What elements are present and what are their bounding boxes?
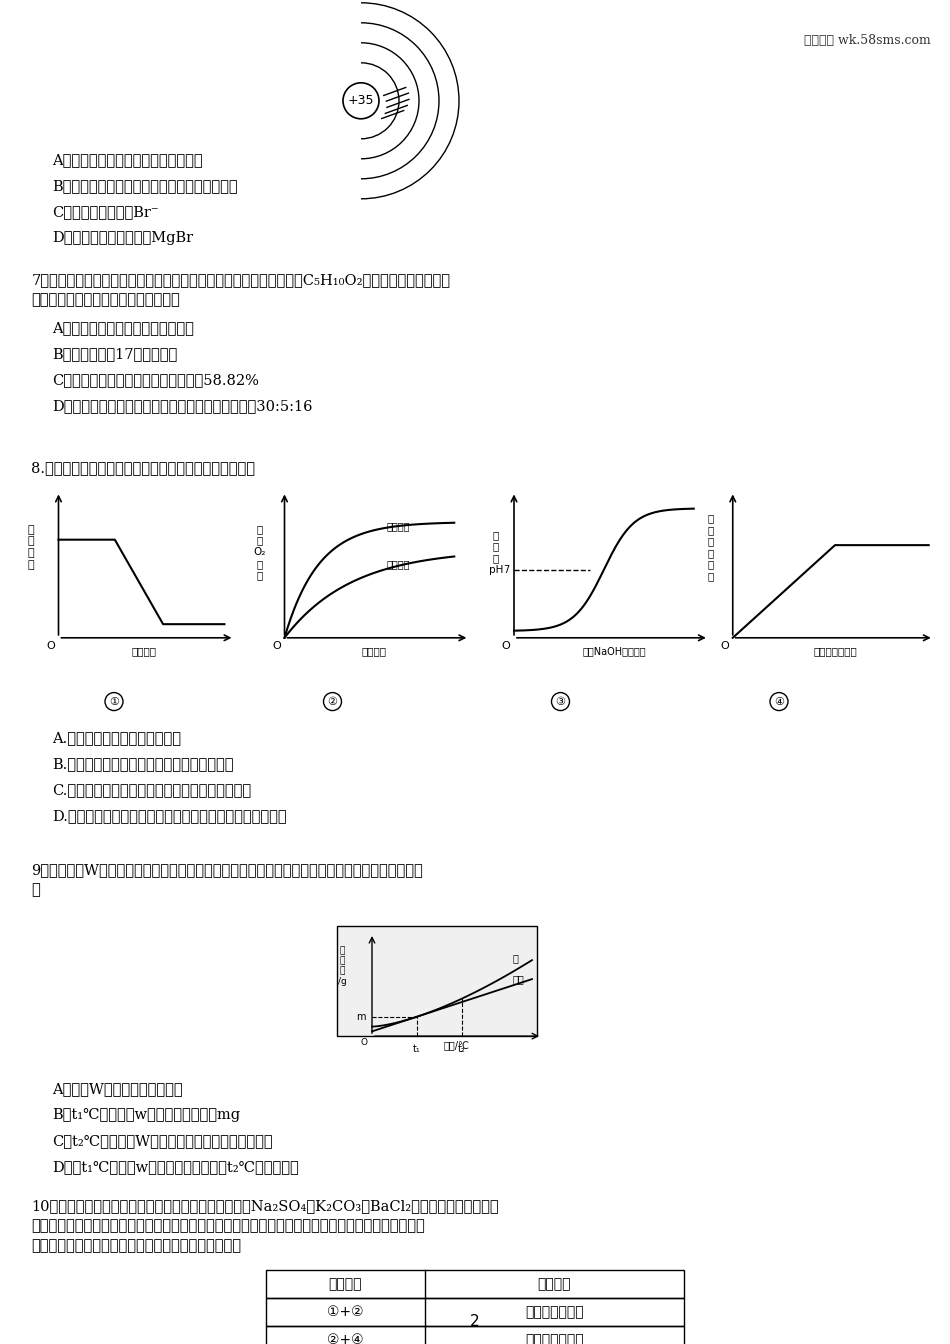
Text: D．溴化镁的化学可能为MgBr: D．溴化镁的化学可能为MgBr [52, 231, 194, 245]
Text: 有白色沉淀生成: 有白色沉淀生成 [525, 1333, 583, 1344]
Text: ②: ② [328, 696, 337, 707]
Text: 有催化剂: 有催化剂 [387, 520, 409, 531]
Text: A．物质W能溶解在水和乙醇中: A．物质W能溶解在水和乙醇中 [52, 1082, 182, 1095]
Text: ）: ） [31, 883, 40, 896]
Text: 固
体
质
量: 固 体 质 量 [28, 524, 34, 570]
Text: D．将t₁℃时物质w的饱和水溶液升温至t₂℃有晶体析出: D．将t₁℃时物质w的饱和水溶液升温至t₂℃有晶体析出 [52, 1160, 299, 1173]
Text: 乙醇: 乙醇 [513, 974, 524, 984]
Text: 7: 7 [503, 564, 509, 575]
Text: B.②用等质量、等浓度的双氧水分别制取氧气: B.②用等质量、等浓度的双氧水分别制取氧气 [52, 757, 234, 771]
Text: +35: +35 [348, 94, 374, 108]
Text: t₂: t₂ [458, 1044, 466, 1054]
Text: 溶
质
质
量
分
数: 溶 质 质 量 分 数 [708, 513, 713, 581]
Text: 反应时间: 反应时间 [362, 646, 387, 656]
Text: 水: 水 [513, 953, 519, 964]
Text: 生
成
O₂
质
量: 生 成 O₂ 质 量 [254, 524, 266, 581]
Text: ①+②: ①+② [327, 1305, 364, 1318]
Text: B．丁酸甲酯由17个原子构成: B．丁酸甲酯由17个原子构成 [52, 347, 178, 360]
Text: C．丁酸甲酯中氧元素的质量分数约为58.82%: C．丁酸甲酯中氧元素的质量分数约为58.82% [52, 372, 259, 387]
Text: O: O [502, 641, 510, 650]
Text: 有关丁酸甲酯的说法正确的是（　　）: 有关丁酸甲酯的说法正确的是（ ） [31, 293, 180, 306]
Text: A．图中涉及到的元素为第三周期元素: A．图中涉及到的元素为第三周期元素 [52, 153, 203, 167]
Text: C.③向一定体积的稀盐酸中逐滴加入氢氧化钠溶液: C.③向一定体积的稀盐酸中逐滴加入氢氧化钠溶液 [52, 784, 252, 797]
Text: B．溴元素的化学性质与氯元素的化学性质相似: B．溴元素的化学性质与氯元素的化学性质相似 [52, 179, 238, 194]
Text: ④: ④ [774, 696, 784, 707]
Text: 五八文库 wk.58sms.com: 五八文库 wk.58sms.com [805, 34, 931, 47]
Text: A.①高温煅烧一定质量的石灰石: A.①高温煅烧一定质量的石灰石 [52, 731, 181, 745]
Text: 表所示实验，由此推断①、②、③、④依次是（　　）: 表所示实验，由此推断①、②、③、④依次是（ ） [31, 1239, 241, 1253]
Text: C．溴离子的符号为Br⁻: C．溴离子的符号为Br⁻ [52, 206, 159, 219]
Text: t₁: t₁ [413, 1044, 421, 1054]
Text: O: O [47, 641, 55, 650]
Text: 实验现象: 实验现象 [538, 1277, 571, 1292]
Text: 9．固体物质W在水、乙醇两种溶剂中的溶解度随温度变化的曲线如下图所示。下列说法错误的是（: 9．固体物质W在水、乙醇两种溶剂中的溶解度随温度变化的曲线如下图所示。下列说法错… [31, 863, 423, 876]
Text: m: m [356, 1012, 366, 1021]
Text: 有白色沉淀生成: 有白色沉淀生成 [525, 1305, 583, 1318]
Bar [266, 1270, 684, 1298]
Text: O: O [272, 641, 281, 650]
Text: 10．某化学兴趣活动小组在准备实验时，甲同学配制了Na₂SO₄、K₂CO₃、BaCl₂、稀盐酸四种溶液，但: 10．某化学兴趣活动小组在准备实验时，甲同学配制了Na₂SO₄、K₂CO₃、Ba… [31, 1199, 499, 1212]
Text: 溶
液
的
pH: 溶 液 的 pH [489, 530, 504, 575]
Text: 7．香料化学家已经开发出多种脂类人工香料，如丁酸甲酯（化学式为C₅H₁₀O₂）具有苹果香味。下列: 7．香料化学家已经开发出多种脂类人工香料，如丁酸甲酯（化学式为C₅H₁₀O₂）具… [31, 273, 450, 286]
Text: D．丁酸甲酯中碳元素、氢元素和氧元素的质量比为30:5:16: D．丁酸甲酯中碳元素、氢元素和氧元素的质量比为30:5:16 [52, 399, 313, 413]
Text: 加入硝酸钾质量: 加入硝酸钾质量 [814, 646, 858, 656]
Text: 温度/℃: 温度/℃ [444, 1040, 470, 1050]
Text: 实验内容: 实验内容 [329, 1277, 362, 1292]
Text: 无催化剂: 无催化剂 [387, 559, 409, 569]
Bar [337, 926, 537, 1036]
Text: O: O [720, 641, 730, 650]
Bar [266, 1327, 684, 1344]
Text: D.④某温度下，向一定量饱和硝酸钾溶液中加入硝酸钾晶体: D.④某温度下，向一定量饱和硝酸钾溶液中加入硝酸钾晶体 [52, 809, 287, 823]
Text: B．t₁℃时，物质w在水中的溶解度为mg: B．t₁℃时，物质w在水中的溶解度为mg [52, 1107, 240, 1122]
Text: 加入NaOH溶液质量: 加入NaOH溶液质量 [582, 646, 646, 656]
Text: 没有及时贴标签。乙同学在使用时为区分四种无色溶液，将溶液分别编号为①、②、③、④并进行如下: 没有及时贴标签。乙同学在使用时为区分四种无色溶液，将溶液分别编号为①、②、③、④… [31, 1219, 425, 1232]
Bar [266, 1298, 684, 1327]
Text: ③: ③ [556, 696, 565, 707]
Text: 溶
解
度
/g: 溶 解 度 /g [337, 946, 347, 986]
Text: 2: 2 [470, 1313, 480, 1329]
Text: ②+④: ②+④ [327, 1333, 364, 1344]
Text: 反应时间: 反应时间 [131, 646, 157, 656]
Text: C．t₂℃时，物质W在水中与在乙醇中的溶解度相同: C．t₂℃时，物质W在水中与在乙醇中的溶解度相同 [52, 1134, 273, 1148]
Text: 8.下列四个图像能正确反映其对应实验操作的是（　　）: 8.下列四个图像能正确反映其对应实验操作的是（ ） [31, 461, 256, 474]
Text: A．丁酸甲酯属于有机高分子化合物: A．丁酸甲酯属于有机高分子化合物 [52, 321, 194, 335]
Text: O: O [360, 1038, 368, 1047]
Text: ①: ① [109, 696, 119, 707]
